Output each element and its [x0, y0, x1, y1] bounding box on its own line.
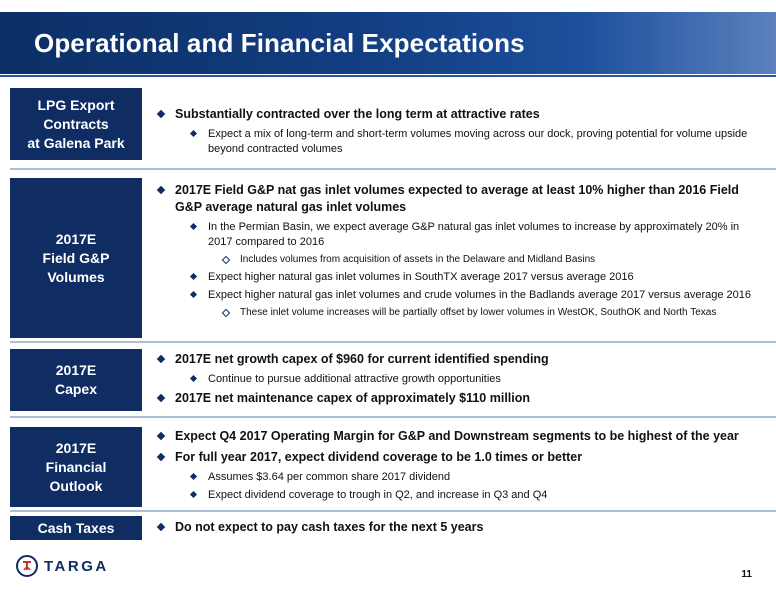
section-divider [10, 510, 776, 512]
sub-bullet-item: Assumes $3.64 per common share 2017 divi… [156, 470, 764, 485]
section-label-cash-taxes: Cash Taxes [10, 516, 142, 540]
diamond-bullet-icon [156, 393, 166, 403]
diamond-bullet-icon [156, 452, 166, 462]
diamond-bullet-icon [189, 472, 198, 481]
sub-bullet-item: Expect higher natural gas inlet volumes … [156, 270, 764, 285]
section-divider [10, 416, 776, 418]
label-line: Cash Taxes [37, 519, 115, 536]
sub-sub-bullet-item: Includes volumes from acquisition of ass… [156, 253, 764, 267]
section-label-financial-outlook: 2017E Financial Outlook [10, 427, 142, 507]
label-line: Volumes [47, 268, 105, 285]
sub-bullet-item: Expect dividend coverage to trough in Q2… [156, 488, 764, 503]
bullet-item: 2017E Field G&P nat gas inlet volumes ex… [156, 182, 764, 216]
diamond-bullet-icon [189, 272, 198, 281]
targa-logo-icon [16, 555, 38, 577]
hollow-diamond-bullet-icon [221, 255, 231, 265]
diamond-bullet-icon [189, 490, 198, 499]
section-content-capex: 2017E net growth capex of $960 for curre… [156, 351, 764, 411]
label-line: Financial [45, 458, 107, 475]
diamond-bullet-icon [156, 185, 166, 195]
logo-text: TARGA [44, 557, 109, 575]
label-line: 2017E [55, 230, 97, 247]
bullet-item: Expect Q4 2017 Operating Margin for G&P … [156, 428, 764, 445]
diamond-bullet-icon [156, 109, 166, 119]
section-content-lpg: Substantially contracted over the long t… [156, 106, 764, 160]
section-divider [10, 341, 776, 343]
bullet-item: For full year 2017, expect dividend cove… [156, 449, 764, 466]
diamond-bullet-icon [189, 374, 198, 383]
diamond-bullet-icon [156, 354, 166, 364]
sub-bullet-item: In the Permian Basin, we expect average … [156, 220, 764, 250]
section-content-financial-outlook: Expect Q4 2017 Operating Margin for G&P … [156, 428, 764, 506]
label-line: at Galena Park [27, 134, 125, 151]
label-line: 2017E [55, 439, 97, 456]
diamond-bullet-icon [189, 290, 198, 299]
sub-bullet-item: Expect higher natural gas inlet volumes … [156, 288, 764, 303]
label-line: Field G&P [42, 249, 110, 266]
bullet-item: Substantially contracted over the long t… [156, 106, 764, 123]
bullet-item: Do not expect to pay cash taxes for the … [156, 519, 764, 536]
label-line: Capex [54, 381, 98, 397]
label-line: Outlook [49, 477, 103, 494]
diamond-bullet-icon [189, 222, 198, 231]
section-content-field-gp: 2017E Field G&P nat gas inlet volumes ex… [156, 182, 764, 323]
label-line: LPG Export [37, 96, 115, 113]
diamond-bullet-icon [189, 129, 198, 138]
page-number: 11 [741, 569, 752, 580]
label-line: 2017E [55, 362, 97, 378]
section-label-field-gp: 2017E Field G&P Volumes [10, 178, 142, 338]
section-divider [10, 168, 776, 170]
diamond-bullet-icon [156, 431, 166, 441]
section-label-capex: 2017E Capex [10, 349, 142, 411]
sub-bullet-item: Continue to pursue additional attractive… [156, 372, 764, 387]
section-label-lpg: LPG Export Contracts at Galena Park [10, 88, 142, 160]
company-logo: TARGA [16, 554, 126, 578]
title-underline [0, 75, 776, 77]
sub-sub-bullet-item: These inlet volume increases will be par… [156, 306, 764, 320]
hollow-diamond-bullet-icon [221, 308, 231, 318]
bullet-item: 2017E net maintenance capex of approxima… [156, 390, 764, 407]
title-banner: Operational and Financial Expectations [0, 12, 776, 77]
bullet-item: 2017E net growth capex of $960 for curre… [156, 351, 764, 368]
page-title: Operational and Financial Expectations [34, 28, 525, 58]
diamond-bullet-icon [156, 522, 166, 532]
section-content-cash-taxes: Do not expect to pay cash taxes for the … [156, 519, 764, 540]
label-line: Contracts [43, 115, 109, 132]
sub-bullet-item: Expect a mix of long-term and short-term… [156, 127, 764, 157]
